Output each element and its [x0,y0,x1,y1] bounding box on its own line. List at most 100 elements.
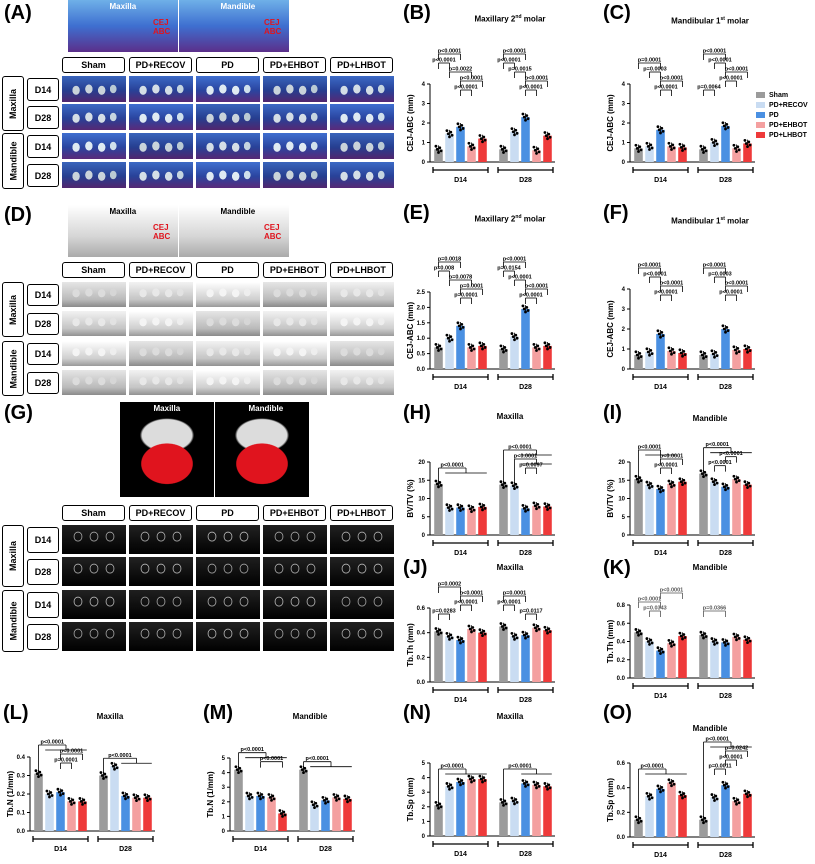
bar-sham-d14 [34,773,43,831]
title-superscript: nd [515,14,522,20]
bar-pd-ehbot-d28 [732,636,741,678]
p-value-label: p<0.0001 [708,460,731,466]
data-point [478,628,482,632]
bar-sham-d28 [99,775,108,831]
data-point [544,344,548,348]
p-value-label: p<0.0001 [441,463,464,469]
data-point [283,813,287,817]
data-point [682,350,686,353]
timepoint-label: D28 [27,164,59,187]
data-point [147,794,151,798]
data-point [548,346,552,349]
timepoint-label: D14 [27,343,59,365]
panel-label: (I) [603,402,622,424]
data-point [682,478,686,482]
y-tick-label: 5 [622,515,626,521]
data-point [726,785,730,789]
x-category-label: D28 [719,550,732,557]
chart-plot: 0.0 0.1 0.2 0.3 0.4 Tb.N (1/mm) D14 p<0.0001 p<0… [6,740,155,853]
data-point [668,145,672,148]
data-point [268,796,272,799]
bar-pd-d28 [721,486,730,535]
chart-title: Maxillary 2nd molar [440,214,580,224]
panel-label: (E) [403,202,430,224]
data-point [661,788,665,792]
p-value-label: p=0.0001 [638,58,661,64]
chart-plot: 0 1 2 3 4 CEJ-ABC (mm) D14 p<0.0001 p<0.0001 p=0.… [406,49,555,184]
bar-pd-d28 [721,125,730,162]
data-point [300,768,304,772]
data-point [671,143,675,147]
chart-plot: 0 5 10 15 20 BV/TV (%) D14 p<0.0001 p<0.0001 p<0.… [606,442,755,557]
p-value-label: p<0.0001 [441,764,464,770]
p-value-label: p<0.0001 [108,753,131,759]
data-point [457,324,461,328]
specimen-image [196,557,260,586]
data-point [543,502,547,506]
specimen-image [263,282,327,307]
data-point [503,481,507,485]
specimen-image [263,557,327,586]
data-point [747,790,751,794]
data-point [521,630,525,634]
specimen-image [129,622,193,651]
bar-sham-d14 [434,631,443,682]
data-point [737,636,741,640]
data-point [722,641,726,644]
panel-label: (F) [603,202,629,224]
p-value-label: p=0.0343 [643,606,666,612]
data-point [710,349,714,353]
p-value-label: p=0.0003 [643,67,666,73]
y-tick-label: 0 [622,160,626,166]
data-point [548,506,552,510]
data-point [344,797,348,801]
data-point [668,349,672,353]
p-value-label: p=0.0097 [519,463,542,469]
data-point [434,479,438,483]
chart-e: (E) Maxillary 2nd molar 0.0 0.5 1.0 1.5 2.0 2.5… [400,200,600,391]
y-tick-label: 4 [422,82,426,88]
legend-label: PD+LHBOT [769,131,807,139]
p-value-label: p=0.0001 [454,293,477,299]
data-point [650,146,654,150]
data-point [638,352,642,355]
cej-abc-marker: CEJ ABC [153,223,170,241]
y-tick-label: 3 [622,102,626,108]
bar-pd-ehbot-d28 [532,627,541,682]
timepoint-label: D28 [27,559,59,585]
data-point [704,355,708,358]
data-point [732,345,736,349]
timepoint-label: D14 [27,592,59,618]
region-label: Mandible [2,590,24,652]
data-point [499,622,503,625]
data-point [748,484,752,488]
data-point [544,505,548,508]
data-point [449,633,453,637]
data-point [515,801,519,804]
cej-label: CEJ [153,223,169,232]
data-point [521,304,525,308]
bar-pd-lhbot-d28 [743,639,752,678]
y-axis-label: CEJ-ABC (mm) [406,302,415,360]
p-value-label: p<0.0001 [438,49,461,55]
title-text-end: molar [521,214,546,224]
bar-pd-ehbot-d14 [667,146,676,162]
data-point [461,640,465,643]
data-point [635,630,639,634]
data-point [304,769,308,773]
data-point [45,789,49,793]
bar-sham-d14 [234,769,243,831]
data-point [299,765,303,769]
y-tick-label: 20 [418,460,425,466]
group-header: PD+LHBOT [330,505,393,521]
y-tick-label: 1 [422,819,426,825]
data-point [434,801,438,804]
data-point [639,355,643,358]
y-tick-label: 0.0 [417,680,426,686]
y-tick-label: 1.5 [417,321,426,327]
y-tick-label: 0.5 [417,352,426,358]
data-point [504,349,508,352]
data-point [303,766,307,770]
y-axis-label: CEJ-ABC (mm) [606,94,615,152]
title-text-end: molar [521,14,546,24]
